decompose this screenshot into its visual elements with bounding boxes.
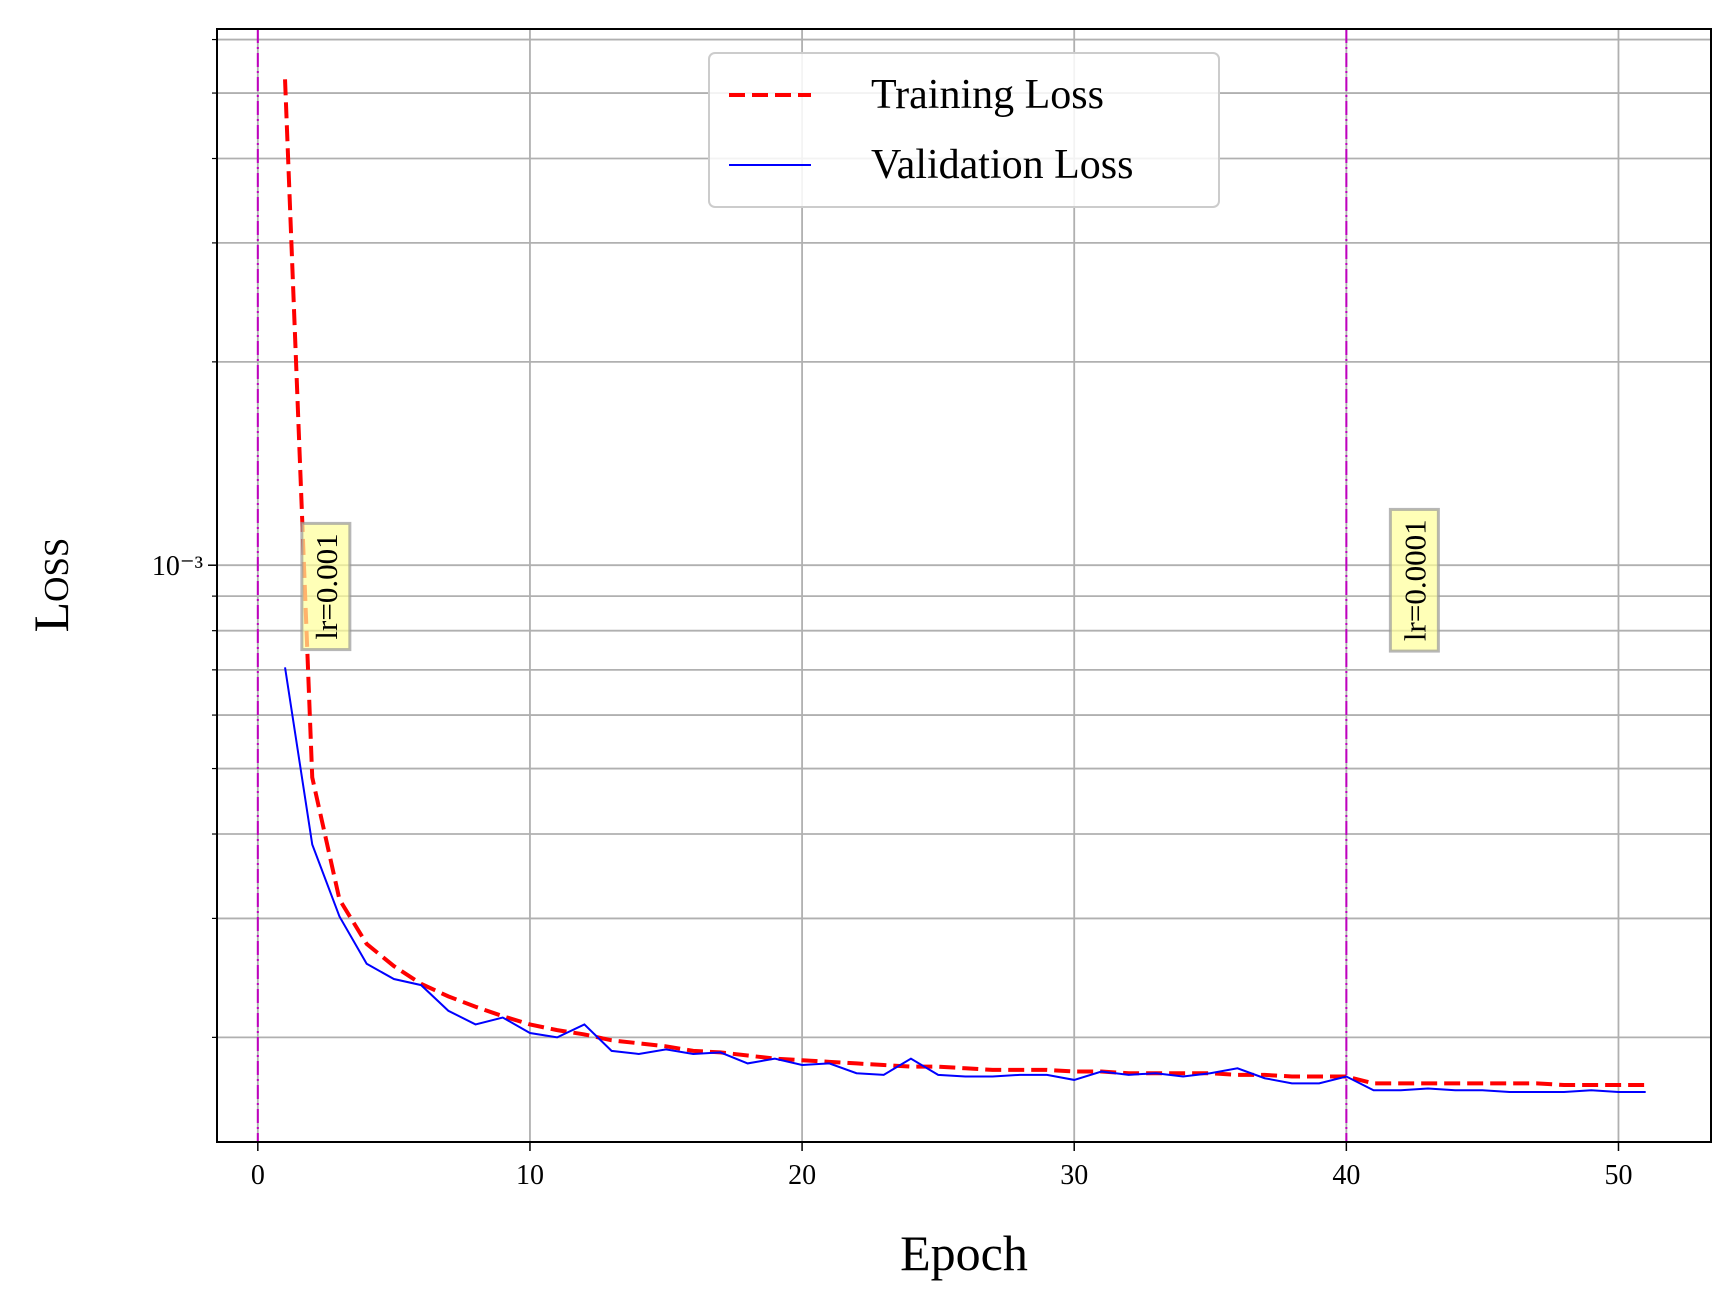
loss-line	[284, 667, 1646, 1094]
y-axis-label: Loss	[23, 538, 79, 633]
x-tick-label: 30	[1060, 1160, 1088, 1191]
loss-line	[283, 79, 1646, 1088]
legend-box	[708, 52, 1220, 208]
x-tick-label: 10	[516, 1160, 544, 1191]
x-tick-label: 0	[251, 1160, 265, 1191]
annotation: lr=0.0001	[1388, 507, 1440, 653]
x-tick-label: 40	[1332, 1160, 1360, 1191]
annotation-box	[300, 521, 352, 652]
x-tick-label: 20	[788, 1160, 816, 1191]
plot-frame	[216, 28, 1712, 1143]
legend-label: Training Loss	[871, 72, 1104, 118]
x-tick-label: 50	[1604, 1160, 1632, 1191]
annotation-box	[1388, 507, 1440, 653]
legend-label: Validation Loss	[871, 142, 1133, 188]
annotation-text: lr=0.0001	[1397, 519, 1432, 641]
y-tick-label: 10⁻³	[152, 551, 203, 582]
annotation: lr=0.001	[300, 521, 352, 652]
x-axis-label: Epoch	[900, 1225, 1028, 1281]
annotation-text: lr=0.001	[309, 533, 344, 639]
